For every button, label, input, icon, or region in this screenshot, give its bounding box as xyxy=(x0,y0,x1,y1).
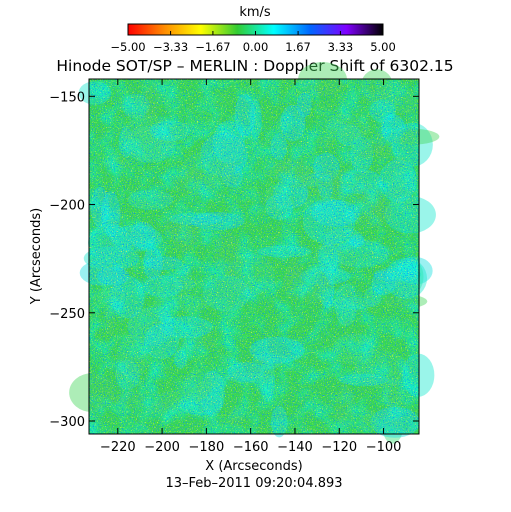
plot-frame xyxy=(88,78,420,435)
chart-title: Hinode SOT/SP – MERLIN : Doppler Shift o… xyxy=(56,57,453,75)
timestamp: 13–Feb–2011 09:20:04.893 xyxy=(165,476,342,491)
colorbar-tick-label: 3.33 xyxy=(328,40,354,54)
heatmap-area xyxy=(69,62,440,444)
colorbar-tick-label: −1.67 xyxy=(195,40,230,54)
y-tick-label: −200 xyxy=(49,199,85,214)
y-axis: −150 −200 −250 −300 xyxy=(49,90,419,430)
x-tick-label: −160 xyxy=(233,440,269,455)
colorbar-tick-label: 0.00 xyxy=(243,40,269,54)
x-axis: −220 −200 −180 −160 −140 −120 −100 xyxy=(100,79,401,455)
x-tick-label: −180 xyxy=(189,440,225,455)
x-tick-label: −120 xyxy=(321,440,357,455)
x-tick-label: −140 xyxy=(277,440,313,455)
y-axis-label: Y (Arcseconds) xyxy=(29,208,44,305)
x-tick-label: −220 xyxy=(100,440,136,455)
colorbar-tick-label: −3.33 xyxy=(153,40,188,54)
y-tick-label: −250 xyxy=(49,307,85,322)
colorbar: km/s −5.00 −3.33 −1.67 0.00 1.67 3.33 5.00 xyxy=(110,5,395,54)
heatmap-blueshift-speckle xyxy=(89,79,419,434)
y-tick-label: −150 xyxy=(49,90,85,105)
x-tick-label: −200 xyxy=(144,440,180,455)
x-axis-label: X (Arcseconds) xyxy=(205,459,302,474)
colorbar-label: km/s xyxy=(239,5,271,20)
colorbar-tick-label: −5.00 xyxy=(110,40,145,54)
colorbar-tick-label: 1.67 xyxy=(285,40,311,54)
x-tick-label: −100 xyxy=(366,440,402,455)
y-tick-label: −300 xyxy=(49,415,85,430)
colorbar-ticks: −5.00 −3.33 −1.67 0.00 1.67 3.33 5.00 xyxy=(110,31,396,54)
colorbar-tick-label: 5.00 xyxy=(370,40,396,54)
